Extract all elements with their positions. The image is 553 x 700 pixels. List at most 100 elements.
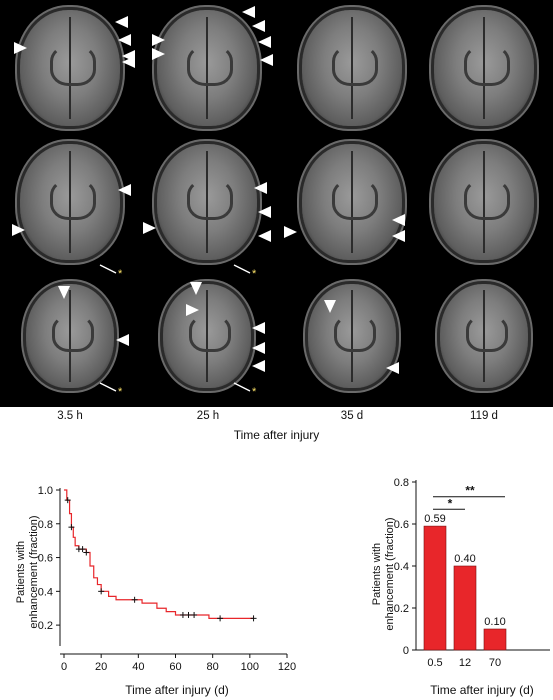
x-tick-label: 100	[241, 661, 259, 673]
arrowhead-icon	[58, 286, 70, 299]
x-tick-label: 60	[169, 661, 181, 673]
x-tick-label: 0.5	[427, 657, 442, 669]
mri-scan	[424, 274, 544, 398]
arrowhead-icon	[392, 214, 405, 226]
brain-image	[20, 144, 120, 260]
arrowhead-icon	[392, 230, 405, 242]
mri-scan	[10, 6, 130, 130]
mri-scan	[424, 6, 544, 130]
arrowhead-icon	[152, 48, 165, 60]
mri-panel: * * * *	[0, 0, 553, 407]
arrowhead-icon	[258, 206, 271, 218]
time-label: 119 d	[470, 410, 498, 422]
y-axis-label-line2: enhancement (fraction)	[28, 515, 40, 628]
skin-flap-arrow-icon: *	[233, 382, 257, 396]
brain-image	[302, 144, 402, 260]
bar	[483, 628, 507, 651]
arrowhead-icon	[118, 34, 131, 46]
y-tick-label: 0	[403, 645, 409, 657]
arrowhead-icon	[260, 54, 273, 66]
y-axis-label-line2: enhancement (fraction)	[384, 517, 396, 630]
brain-image	[163, 284, 251, 388]
bar-value-label: 0.40	[454, 553, 475, 565]
brain-image	[20, 10, 120, 126]
x-tick-label: 0	[61, 661, 67, 673]
arrowhead-icon	[258, 36, 271, 48]
enhancement-curve-chart: Patients with enhancement (fraction) 0.2…	[15, 485, 296, 697]
axes: 0 0.2 0.4 0.6 0.8	[394, 477, 550, 657]
y-tick-label: 0.8	[38, 519, 53, 531]
x-tick-label: 120	[278, 661, 296, 673]
brain-image	[157, 10, 257, 126]
arrowhead-icon	[118, 184, 131, 196]
arrowhead-icon	[252, 342, 265, 354]
y-tick-label: 0.2	[394, 603, 409, 615]
x-tick-label: 80	[207, 661, 219, 673]
brain-image	[434, 144, 534, 260]
mri-scan	[292, 140, 412, 264]
arrowhead-icon	[386, 362, 399, 374]
x-tick-label: 20	[95, 661, 107, 673]
arrowhead-icon	[252, 322, 265, 334]
mri-scan	[10, 140, 130, 264]
x-axis-label: Time after injury (d)	[430, 683, 534, 697]
arrowhead-icon	[284, 226, 297, 238]
mri-scan	[292, 6, 412, 130]
y-axis-label-line1: Patients with	[15, 541, 27, 603]
arrowhead-icon	[143, 222, 156, 234]
arrowhead-icon	[115, 16, 128, 28]
mri-scan	[147, 274, 267, 398]
brain-image	[26, 284, 114, 388]
mri-scan	[10, 274, 130, 398]
time-label: 35 d	[340, 410, 364, 422]
arrowhead-icon	[252, 360, 265, 372]
y-tick-label: 0.2	[38, 620, 53, 632]
brain-image	[308, 284, 396, 388]
y-axis-label-line1: Patients with	[371, 543, 383, 605]
y-tick-label: 0.6	[38, 553, 53, 565]
mri-scan	[292, 274, 412, 398]
arrowhead-icon	[242, 6, 255, 18]
significance-label: *	[448, 496, 453, 510]
x-tick-label: 70	[489, 657, 501, 669]
x-tick-label: 12	[459, 657, 471, 669]
skin-flap-arrow-icon: *	[99, 264, 123, 278]
star-marker: *	[118, 386, 123, 396]
bar-value-label: 0.59	[424, 513, 445, 525]
mri-scan	[147, 6, 267, 130]
arrowhead-icon	[14, 42, 27, 54]
y-tick-label: 0.4	[38, 586, 53, 598]
significance-label: **	[465, 484, 475, 498]
arrowhead-icon	[152, 34, 165, 46]
y-tick-label: 0.6	[394, 519, 409, 531]
bar	[453, 565, 477, 651]
brain-image	[440, 284, 528, 388]
brain-image	[434, 10, 534, 126]
enhancement-bar-chart: Patients with enhancement (fraction) 0 0.…	[371, 477, 550, 697]
brain-image	[302, 10, 402, 126]
star-marker: *	[118, 268, 123, 278]
plot-marks	[64, 489, 257, 622]
arrowhead-icon	[122, 56, 135, 68]
brain-image	[157, 144, 257, 260]
skin-flap-arrow-icon: *	[99, 382, 123, 396]
arrowhead-icon	[116, 334, 129, 346]
skin-flap-arrow-icon: *	[233, 264, 257, 278]
bar-value-label: 0.10	[484, 616, 505, 628]
x-axis-label: Time after injury (d)	[125, 683, 229, 697]
arrowhead-icon	[190, 282, 202, 295]
survival-curve	[64, 489, 254, 619]
time-label: 25 h	[196, 410, 220, 422]
y-tick-label: 1.0	[38, 485, 53, 497]
mri-scan	[424, 140, 544, 264]
arrowhead-icon	[254, 182, 267, 194]
x-tick-label: 40	[132, 661, 144, 673]
y-tick-label: 0.4	[394, 561, 409, 573]
arrowhead-icon	[258, 230, 271, 242]
axes: 0.2 0.4 0.6 0.8 1.0 0 20 40 60 80 100 120	[38, 485, 296, 673]
arrowhead-icon	[186, 304, 199, 316]
mri-scan	[147, 140, 267, 264]
star-marker: *	[252, 268, 257, 278]
bar	[423, 525, 447, 651]
